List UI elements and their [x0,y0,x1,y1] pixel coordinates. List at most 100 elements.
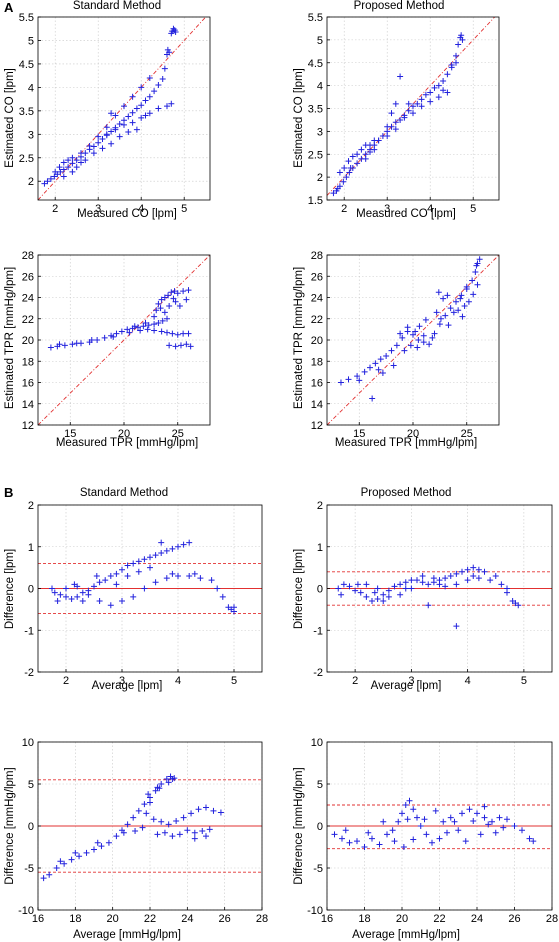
y-tick-label: 24 [311,293,323,305]
data-point [107,572,114,579]
data-point [161,829,168,836]
data-point [481,803,488,810]
data-point [389,827,396,834]
data-point [158,781,165,787]
data-point [397,116,404,123]
data-point [433,309,440,316]
data-point [176,831,183,838]
data-point [155,320,162,326]
y-tick-label: 5 [317,35,323,47]
data-point [435,289,442,296]
data-point [442,312,449,319]
y-axis-label: Difference [mmHg/lpm] [293,767,305,884]
data-point [408,585,415,592]
data-point [379,369,386,376]
data-point [391,838,398,845]
data-point [425,581,432,588]
data-point [187,343,194,350]
data-point [154,784,161,791]
data-point [363,581,370,588]
data-point [151,88,158,95]
data-point [453,59,459,66]
y-tick-label: 5 [28,35,34,47]
data-point [183,341,190,348]
data-point [147,799,153,806]
data-point [397,581,404,588]
data-point [173,817,180,824]
data-point [108,140,115,147]
y-tick-label: 0 [317,821,323,833]
x-axis-label: Average [lpm] [92,680,163,692]
y-tick-label: 1 [28,542,34,554]
data-point [481,814,488,821]
data-point [362,142,369,149]
data-point [51,173,58,180]
data-point [95,139,102,146]
data-point [129,93,136,100]
data-point [385,587,392,594]
data-point [453,570,460,577]
plot-title: Proposed Method [361,487,452,499]
data-point [447,572,454,579]
x-tick-label: 25 [172,428,184,440]
data-point [440,295,447,302]
x-tick-label: 2 [352,675,358,687]
y-tick-label: -2 [313,667,323,679]
data-point [124,562,131,569]
x-tick-label: 2 [341,203,347,215]
data-point [147,564,153,571]
x-tick-label: 5 [470,203,476,215]
plot-title: Proposed Method [354,0,445,12]
y-tick-label: 5.5 [19,12,34,24]
data-point [86,143,93,150]
data-point [186,539,193,546]
data-point [129,119,136,126]
data-point [219,593,226,600]
data-point [436,835,443,842]
data-point [79,589,86,596]
x-tick-label: 16 [321,913,333,925]
data-point [375,366,382,373]
data-point [412,328,419,335]
data-point [108,110,115,117]
data-point [166,303,173,309]
data-point [414,577,420,584]
y-tick-label: -1 [24,625,34,637]
x-tick-label: 2 [52,203,58,215]
data-point [151,313,158,320]
data-point [431,84,438,91]
y-tick-label: 5 [28,779,34,791]
y-axis-label: Estimated CO [lpm] [4,68,16,168]
data-point [143,810,150,817]
data-point [40,875,47,882]
data-point [78,159,84,166]
data-point [138,114,145,121]
data-point [94,337,101,343]
data-point [420,332,427,339]
data-point [400,844,407,850]
x-axis-label: Measured TPR [mmHg/lpm] [56,437,198,449]
x-tick-label: 26 [219,913,231,925]
x-tick-label: 28 [256,913,268,925]
data-point [418,103,425,110]
data-point [69,168,76,175]
data-point [91,583,97,590]
y-tick-label: 16 [22,378,34,390]
data-point [422,91,429,98]
data-point [153,307,160,314]
data-point [511,823,518,829]
y-axis-label: Estimated TPR [mmHg/lpm] [4,267,16,409]
data-point [451,818,458,825]
data-point [76,853,83,860]
data-point [152,579,159,586]
data-point [60,159,67,166]
data-point [146,93,153,100]
data-point [440,78,447,85]
data-point [63,593,69,600]
data-point [60,173,67,180]
y-tick-label: 4 [317,81,323,93]
data-point [392,119,399,126]
data-point [341,164,348,171]
data-point [208,577,215,584]
data-point [498,581,505,588]
